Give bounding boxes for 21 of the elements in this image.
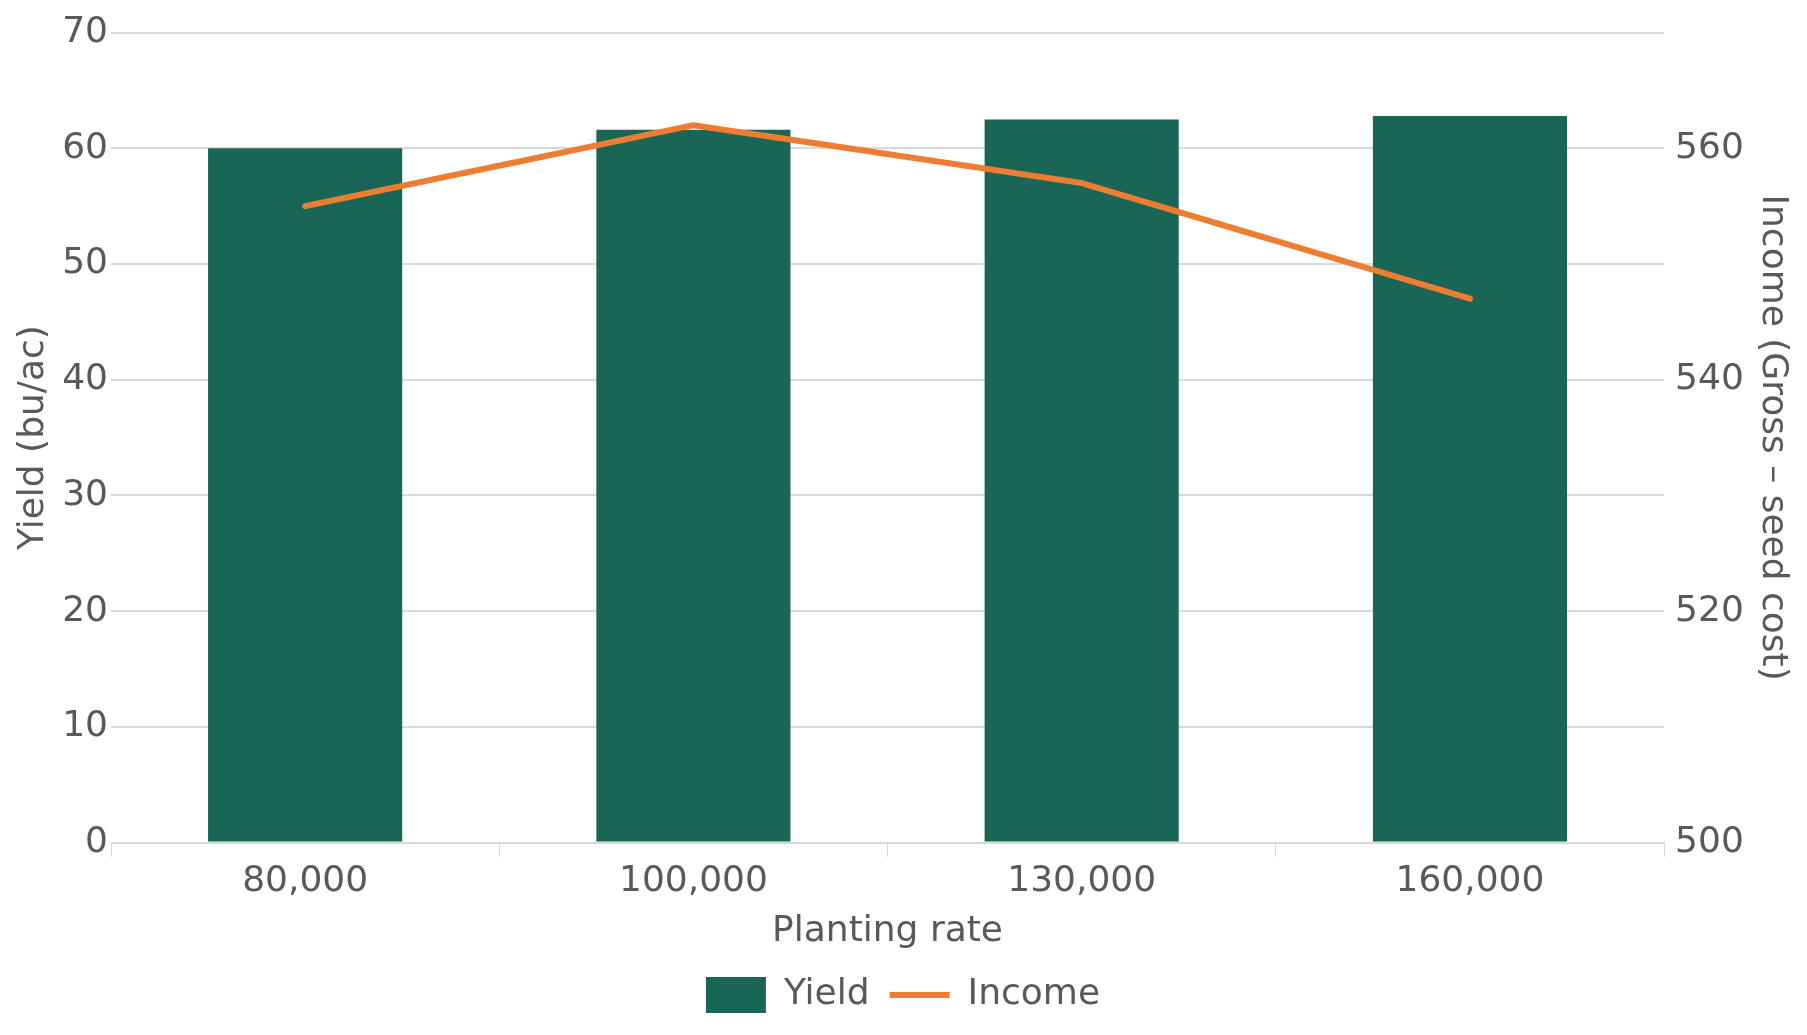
x-tick-label: 100,000 bbox=[618, 857, 768, 899]
y-tick-label: 0 bbox=[85, 818, 109, 860]
x-axis-title: Planting rate bbox=[772, 907, 1004, 949]
y-tick-label: 20 bbox=[62, 587, 109, 629]
y-axis-title: Yield (bu/ac) bbox=[9, 325, 51, 552]
y-tick-label: 50 bbox=[62, 240, 109, 282]
legend-label: Yield bbox=[782, 971, 870, 1013]
y-tick-label: 30 bbox=[62, 471, 109, 513]
y-tick-label: 60 bbox=[62, 124, 109, 166]
y-tick-label: 40 bbox=[62, 356, 109, 398]
y2-tick-label: 520 bbox=[1675, 587, 1744, 629]
legend-label: Income bbox=[967, 971, 1101, 1013]
x-tick-label: 160,000 bbox=[1395, 857, 1545, 899]
y-tick-label: 10 bbox=[62, 703, 109, 745]
y2-tick-label: 500 bbox=[1675, 818, 1744, 860]
x-tick-label: 80,000 bbox=[242, 857, 369, 899]
y2-axis-title: Income (Gross – seed cost) bbox=[1755, 194, 1797, 681]
x-tick-label: 130,000 bbox=[1007, 857, 1157, 899]
y2-tick-label: 540 bbox=[1675, 356, 1744, 398]
y2-tick-label: 560 bbox=[1675, 124, 1744, 166]
y-tick-label: 70 bbox=[62, 8, 109, 50]
